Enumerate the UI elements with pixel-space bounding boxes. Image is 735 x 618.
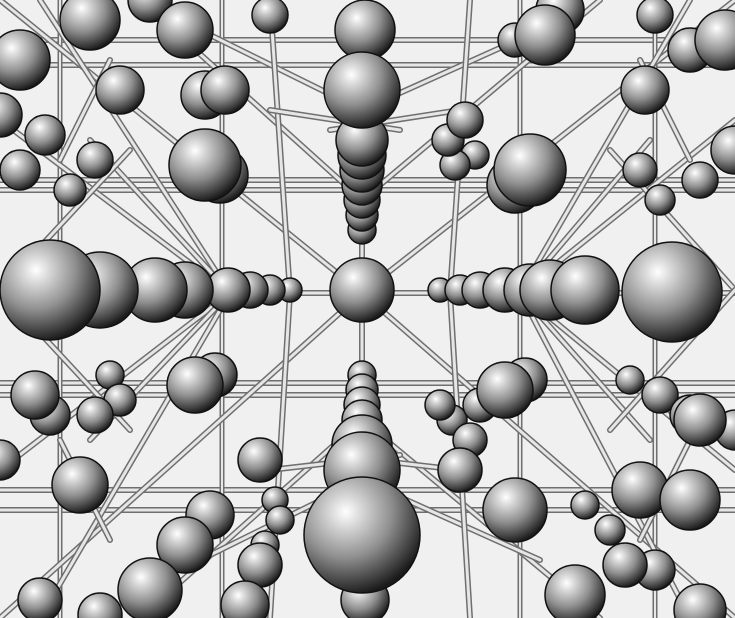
atom-sphere	[53, 173, 87, 207]
atom-sphere	[334, 0, 396, 61]
atom-sphere	[156, 516, 214, 574]
atom-sphere	[570, 490, 600, 520]
atom-sphere	[59, 0, 121, 51]
atom-sphere	[303, 476, 421, 594]
atom-sphere	[659, 469, 721, 531]
atom-sphere	[200, 65, 250, 115]
atom-sphere	[220, 580, 270, 618]
atom-sphere	[329, 257, 395, 323]
atom-sphere	[620, 65, 670, 115]
atom-sphere	[710, 125, 735, 175]
atom-sphere	[0, 149, 41, 191]
atom-sphere	[622, 152, 658, 188]
atom-sphere	[95, 65, 145, 115]
bond	[517, 0, 693, 296]
atom-sphere	[644, 184, 676, 216]
atom-sphere	[77, 592, 123, 618]
atom-sphere	[611, 461, 669, 519]
atom-sphere	[514, 4, 576, 66]
atom-sphere	[168, 128, 242, 202]
atom-sphere	[673, 583, 727, 618]
atom-sphere	[550, 255, 620, 325]
atom-sphere	[615, 365, 645, 395]
atom-sphere	[621, 241, 723, 343]
atom-sphere	[0, 92, 23, 138]
atom-sphere	[117, 557, 183, 618]
atom-sphere	[24, 114, 66, 156]
atom-sphere	[323, 51, 401, 129]
atom-sphere	[476, 361, 534, 419]
bond	[0, 290, 365, 618]
bond	[37, 290, 233, 618]
atom-sphere	[51, 456, 109, 514]
atom-sphere	[694, 9, 735, 71]
atom-sphere	[636, 0, 674, 34]
atom-sphere	[594, 514, 626, 546]
atom-sphere	[10, 370, 60, 420]
atom-sphere	[681, 161, 719, 199]
atom-sphere	[673, 393, 727, 447]
atom-sphere	[76, 396, 114, 434]
atom-sphere	[0, 439, 21, 481]
atom-sphere	[482, 477, 548, 543]
atom-sphere	[437, 447, 483, 493]
bond	[37, 0, 233, 296]
atom-sphere	[166, 356, 224, 414]
atom-sphere	[237, 437, 283, 483]
atom-sphere	[17, 577, 63, 618]
atom-sphere	[156, 1, 214, 59]
atom-sphere	[493, 133, 567, 207]
bond	[267, 0, 293, 296]
atom-sphere	[76, 141, 114, 179]
atom-sphere	[424, 389, 456, 421]
atom-sphere	[0, 239, 101, 341]
atom-sphere	[265, 505, 295, 535]
atom-sphere	[0, 29, 51, 91]
atom-sphere	[251, 0, 289, 34]
atom-sphere	[602, 542, 648, 588]
atom-sphere	[544, 564, 606, 618]
atom-sphere	[446, 101, 484, 139]
atom-sphere	[641, 376, 679, 414]
